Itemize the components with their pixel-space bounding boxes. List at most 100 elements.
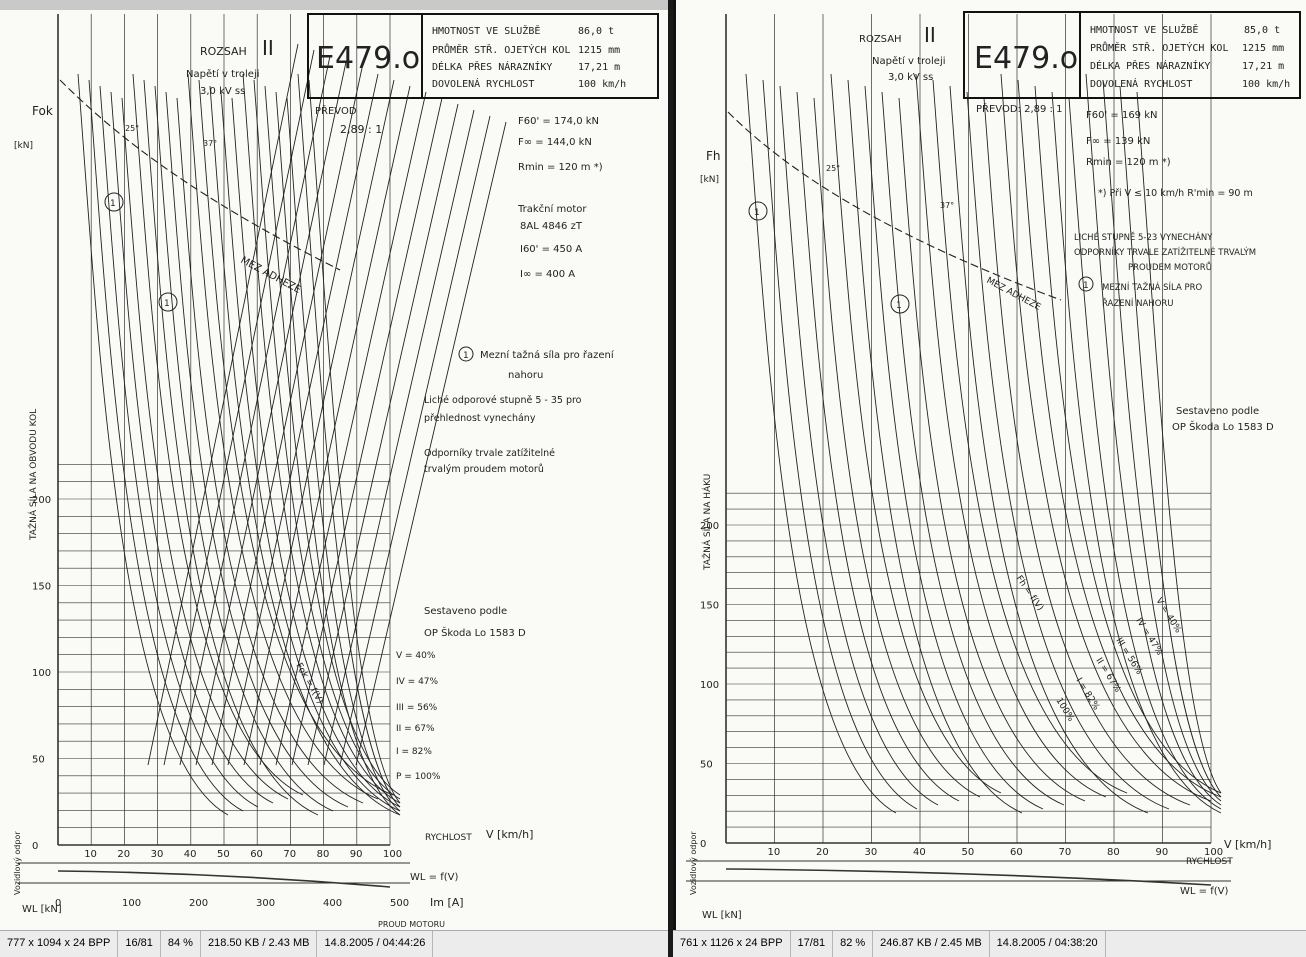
- left-motor-line: Trakční motor: [517, 203, 587, 215]
- left-voltage-value: 3,0 kV ss: [200, 86, 245, 97]
- right-source: Sestaveno podle: [1176, 406, 1259, 417]
- left-status-bar: 777 x 1094 x 24 BPP 16/81 84 % 218.50 KB…: [0, 930, 668, 957]
- traction-curve: [132, 73, 304, 796]
- right-status-page: 17/81: [791, 931, 834, 957]
- left-adhesion-label: MEZ ADHEZE: [239, 255, 303, 296]
- x-tick-label: 20: [816, 847, 829, 858]
- left-spec-label: DÉLKA PŘES NÁRAZNÍKY: [432, 60, 552, 73]
- x-tick-label: 50: [962, 847, 975, 858]
- left-status-dimensions: 777 x 1094 x 24 BPP: [0, 931, 119, 957]
- current-line: [339, 115, 491, 766]
- right-y-axis-label: TAŽNÁ SÍLA NA HÁKU: [701, 474, 713, 571]
- right-range-label: ROZSAH: [859, 34, 902, 45]
- right-spec-label: DOVOLENÁ RYCHLOST: [1090, 77, 1192, 90]
- left-motor-line: I60' = 450 A: [520, 244, 582, 255]
- traction-curve: [253, 79, 401, 800]
- left-marker-label: 1: [463, 351, 469, 361]
- left-scrollbar[interactable]: [0, 0, 668, 10]
- right-force-line: Rmin = 120 m *): [1086, 157, 1171, 168]
- traction-curve: [966, 91, 1170, 810]
- right-curve-label: Fh = f(V): [1014, 574, 1045, 613]
- left-field-step: IV = 47%: [396, 677, 439, 687]
- traction-curve: [864, 85, 1044, 810]
- left-range-label: ROZSAH: [200, 45, 247, 58]
- left-current-label: Im [A]: [430, 896, 464, 909]
- right-prevod: PŘEVOD: 2,89 : 1: [976, 102, 1062, 115]
- traction-curve: [275, 91, 401, 816]
- left-source: OP Škoda Lo 1583 D: [424, 626, 526, 639]
- traction-curve: [983, 97, 1191, 806]
- right-wl-label: WL = f(V): [1180, 886, 1228, 897]
- traction-curve: [143, 79, 319, 816]
- left-note: Liché odporové stupně 5 - 35 pro: [424, 395, 582, 406]
- right-spec-label: DÉLKA PŘES NÁRAZNÍKY: [1090, 59, 1210, 72]
- right-header-box: [963, 11, 1301, 99]
- traction-curve: [779, 85, 939, 806]
- traction-curve: [915, 73, 1107, 798]
- right-spec-label: HMOTNOST VE SLUŽBĚ: [1090, 23, 1198, 36]
- left-status-size: 218.50 KB / 2.43 MB: [201, 931, 318, 957]
- x-tick-label: 90: [1156, 847, 1169, 858]
- traction-curve: [198, 79, 394, 796]
- right-note: PROUDEM MOTORŮ: [1128, 261, 1212, 273]
- y-tick-label: 100: [32, 668, 51, 679]
- current-line: [307, 103, 459, 766]
- left-status-page: 16/81: [118, 931, 161, 957]
- traction-curve: [1119, 85, 1222, 798]
- left-note: Mezní tažná síla pro řazení: [480, 349, 615, 361]
- left-prevod-label: PŘEVOD: [315, 104, 357, 117]
- left-note: Odporníky trvale zatížitelné: [424, 448, 555, 459]
- current-line: [355, 121, 507, 766]
- right-status-zoom: 82 %: [833, 931, 874, 957]
- left-voltage-label: Napětí v troleji: [186, 68, 260, 80]
- right-wl-axis: WL [kN]: [702, 910, 742, 921]
- x-tick-label: 100: [383, 849, 402, 860]
- traction-curve: [932, 79, 1128, 794]
- x-tick-label: 50: [217, 849, 230, 860]
- right-spec-value: 1215 mm: [1242, 43, 1284, 54]
- left-force-line: F60' = 174,0 kN: [518, 116, 599, 127]
- traction-curve: [1000, 73, 1212, 802]
- left-viewer-pane[interactable]: E479.o HMOTNOST VE SLUŽBĚ 86,0 t PRŮMĚR …: [0, 0, 668, 957]
- traction-curve: [264, 85, 401, 796]
- current-tick-label: 100: [122, 898, 141, 909]
- right-note: MEZNÍ TAŽNÁ SÍLA PRO: [1102, 281, 1203, 293]
- left-field-step: P = 100%: [396, 772, 441, 782]
- current-tick-label: 500: [390, 898, 409, 909]
- x-tick-label: 80: [317, 849, 330, 860]
- right-voltage-value: 3,0 kV ss: [888, 72, 933, 83]
- left-spec-value: 1215 mm: [578, 45, 620, 56]
- right-note: ODPORNÍKY TRVALE ZATÍŽITELNÉ TRVALÝM: [1074, 246, 1256, 258]
- traction-curve: [796, 91, 960, 802]
- left-note: nahoru: [508, 370, 543, 381]
- left-force-line: Rmin = 120 m *): [518, 162, 603, 173]
- right-axis-unit: [kN]: [700, 175, 719, 185]
- traction-curve: [187, 73, 379, 800]
- right-viewer-pane[interactable]: E479.o HMOTNOST VE SLUŽBĚ 85,0 t PRŮMĚR …: [673, 0, 1306, 957]
- right-note: LICHÉ STUPNĚ 5-23 VYNECHÁNY: [1074, 231, 1213, 243]
- left-force-line: F∞ = 144,0 kN: [518, 137, 592, 148]
- right-footnote: *) Při V ≤ 10 km/h R'min = 90 m: [1098, 188, 1253, 199]
- right-resistance-label: Vozidlový odpor: [689, 831, 698, 895]
- traction-curve: [1068, 97, 1222, 810]
- pane-splitter[interactable]: [668, 0, 673, 957]
- right-note: ŘAZENÍ NAHORU: [1102, 297, 1174, 309]
- traction-curve: [1102, 79, 1222, 802]
- left-degree-label: 25°: [125, 124, 139, 133]
- current-line: [227, 73, 379, 766]
- traction-curve: [77, 73, 229, 816]
- traction-curve: [813, 97, 981, 798]
- traction-curve: [121, 97, 289, 800]
- x-tick-label: 70: [283, 849, 296, 860]
- left-field-step: II = 67%: [396, 724, 435, 734]
- right-document-image: E479.o HMOTNOST VE SLUŽBĚ 85,0 t PRŮMĚR …: [673, 0, 1306, 931]
- left-speed-unit: V [km/h]: [486, 828, 533, 841]
- left-resistance-label: Vozidlový odpor: [13, 831, 22, 895]
- right-spec-value: 17,21 m: [1242, 61, 1284, 72]
- x-tick-label: 70: [1059, 847, 1072, 858]
- x-tick-label: 10: [768, 847, 781, 858]
- right-axis-symbol: Fh: [706, 149, 721, 163]
- left-status-date: 14.8.2005 / 04:44:26: [317, 931, 434, 957]
- right-spec-value: 85,0 t: [1244, 25, 1280, 36]
- right-source: OP Škoda Lo 1583 D: [1172, 420, 1274, 433]
